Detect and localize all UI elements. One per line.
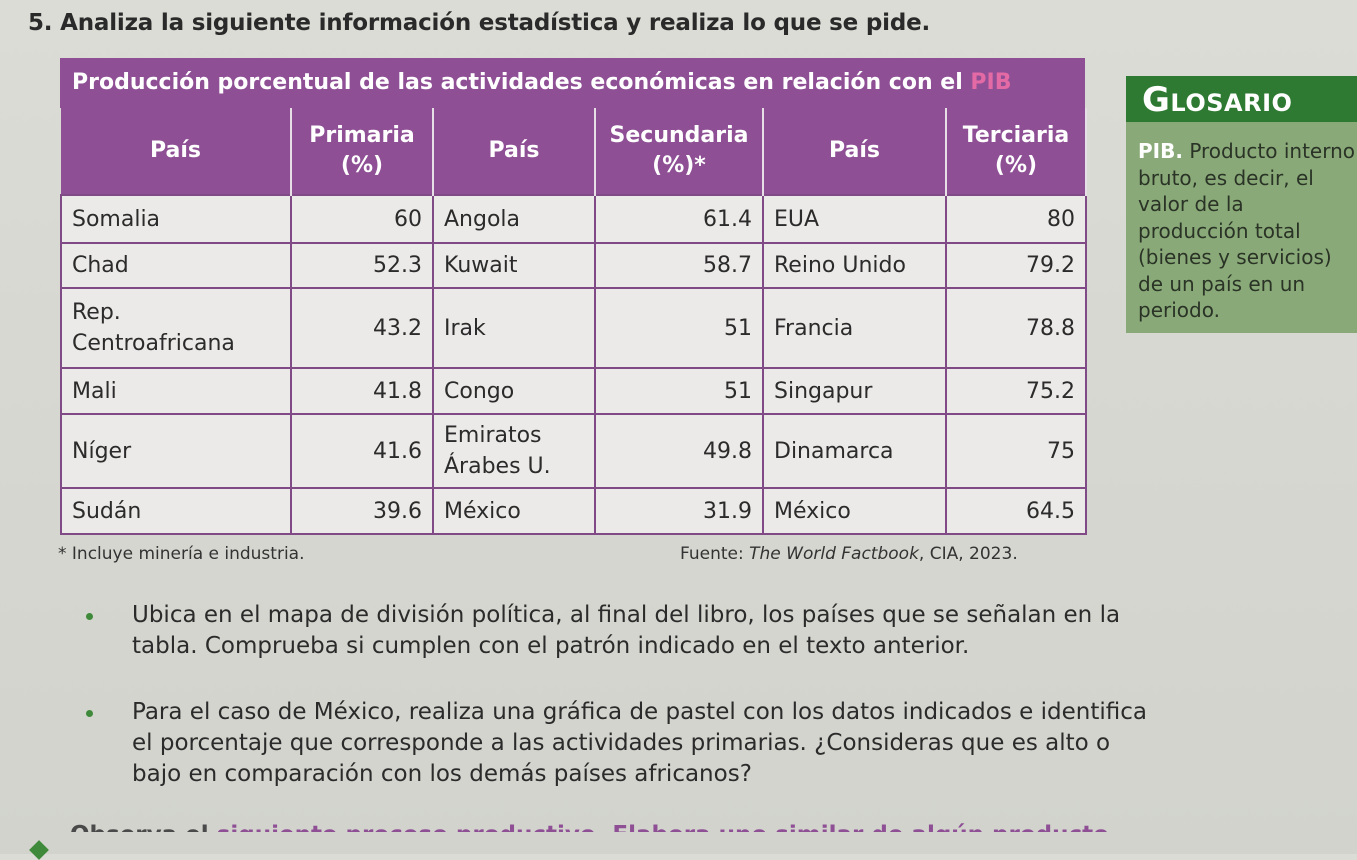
question-text: Analiza la siguiente información estadís…: [60, 10, 931, 36]
cell-country: Níger: [60, 413, 292, 489]
table-title-text: Producción porcentual de las actividades…: [72, 70, 963, 95]
table-row: Somalia 60 Angola 61.4 EUA 80: [60, 194, 1087, 244]
cell-country: México: [762, 487, 947, 535]
cell-primary: 60: [290, 194, 434, 244]
header-country-2: País: [432, 108, 596, 195]
instruction-list: Ubica en el mapa de división política, a…: [86, 600, 1166, 790]
source-prefix: Fuente:: [680, 544, 750, 564]
instruction-text: Ubica en el mapa de división política, a…: [132, 602, 1121, 659]
cell-tertiary: 78.8: [945, 287, 1087, 369]
next-activity-part2: siguiente proceso productivo. Elabora un…: [216, 822, 1109, 848]
cell-country: Irak: [432, 287, 596, 369]
cell-country: Reino Unido: [762, 242, 947, 289]
cell-country: Mali: [60, 367, 292, 415]
cell-secondary: 61.4: [594, 194, 764, 244]
next-activity-line: Observa el siguiente proceso productivo.…: [70, 822, 1109, 848]
cell-country: Dinamarca: [762, 413, 947, 489]
cell-country: Somalia: [60, 194, 292, 244]
cell-tertiary: 75.2: [945, 367, 1087, 415]
header-country-1: País: [61, 108, 292, 195]
table-row: Sudán 39.6 México 31.9 México 64.5: [60, 487, 1087, 535]
table-source: Fuente: The World Factbook, CIA, 2023.: [680, 544, 1018, 564]
cell-secondary: 31.9: [594, 487, 764, 535]
glossary-heading-initial: G: [1142, 80, 1171, 120]
cell-tertiary: 75: [945, 413, 1087, 489]
data-table: País Primaria (%) País Secundaria (%)* P…: [60, 108, 1087, 535]
cell-secondary: 51: [594, 287, 764, 369]
cell-secondary: 58.7: [594, 242, 764, 289]
glossary-box: GLOSARIO PIB. Producto interno bruto, es…: [1126, 76, 1357, 333]
table-title-pib: PIB: [970, 70, 1012, 95]
glossary-heading: GLOSARIO: [1126, 76, 1357, 122]
cell-country: Singapur: [762, 367, 947, 415]
cell-primary: 43.2: [290, 287, 434, 369]
cell-country: EUA: [762, 194, 947, 244]
cell-tertiary: 80: [945, 194, 1087, 244]
glossary-term: PIB.: [1138, 139, 1183, 163]
bullet-dot-icon: [86, 710, 93, 717]
header-country-3: País: [762, 108, 947, 195]
table-row: Níger 41.6 Emiratos Árabes U. 49.8 Dinam…: [60, 413, 1087, 489]
cell-secondary: 51: [594, 367, 764, 415]
table-title: Producción porcentual de las actividades…: [60, 58, 1085, 108]
table-header-row: País Primaria (%) País Secundaria (%)* P…: [61, 108, 1087, 195]
glossary-definition: Producto interno bruto, es decir, el val…: [1138, 139, 1356, 322]
statistics-table: Producción porcentual de las actividades…: [60, 58, 1087, 535]
next-activity-part1: Observa el: [70, 822, 209, 848]
table-row: Rep. Centroafricana 43.2 Irak 51 Francia…: [60, 287, 1087, 369]
cell-country: Emiratos Árabes U.: [432, 413, 596, 489]
cell-country: Congo: [432, 367, 596, 415]
glossary-heading-rest: LOSARIO: [1170, 89, 1293, 117]
instruction-text: Para el caso de México, realiza una gráf…: [132, 699, 1147, 787]
header-primary: Primaria (%): [290, 108, 434, 195]
table-footnote: * Incluye minería e industria.: [58, 544, 305, 564]
table-row: Mali 41.8 Congo 51 Singapur 75.2: [60, 367, 1087, 415]
cell-country: Rep. Centroafricana: [60, 287, 292, 369]
diamond-marker-icon: [29, 840, 49, 860]
glossary-entry: PIB. Producto interno bruto, es decir, e…: [1126, 122, 1357, 324]
cell-primary: 52.3: [290, 242, 434, 289]
bullet-dot-icon: [86, 613, 93, 620]
cell-country: México: [432, 487, 596, 535]
source-suffix: , CIA, 2023.: [918, 544, 1018, 564]
instruction-item: Para el caso de México, realiza una gráf…: [86, 697, 1166, 790]
cell-tertiary: 79.2: [945, 242, 1087, 289]
header-tertiary: Terciaria (%): [945, 108, 1087, 195]
question-heading: 5. Analiza la siguiente información esta…: [28, 10, 930, 36]
cell-country: Sudán: [60, 487, 292, 535]
cell-secondary: 49.8: [594, 413, 764, 489]
cell-primary: 39.6: [290, 487, 434, 535]
source-title: The World Factbook: [749, 544, 919, 564]
cell-country: Angola: [432, 194, 596, 244]
cell-primary: 41.6: [290, 413, 434, 489]
cell-country: Kuwait: [432, 242, 596, 289]
header-secondary: Secundaria (%)*: [594, 108, 764, 195]
instruction-item: Ubica en el mapa de división política, a…: [86, 600, 1166, 662]
cell-country: Chad: [60, 242, 292, 289]
question-number: 5.: [28, 10, 53, 36]
cell-primary: 41.8: [290, 367, 434, 415]
cell-tertiary: 64.5: [945, 487, 1087, 535]
cell-country: Francia: [762, 287, 947, 369]
table-row: Chad 52.3 Kuwait 58.7 Reino Unido 79.2: [60, 242, 1087, 289]
